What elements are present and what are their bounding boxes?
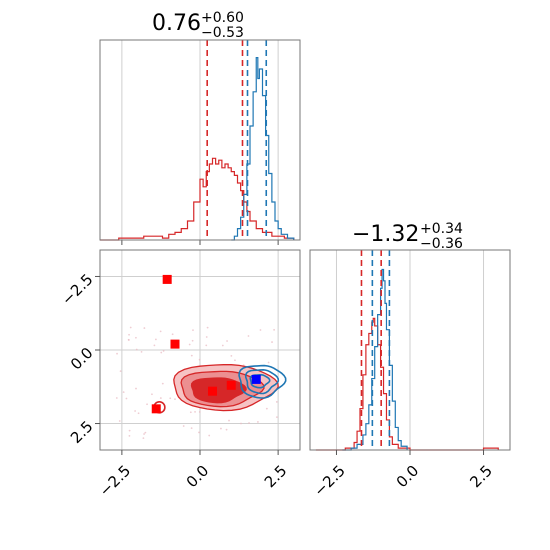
red-square-marker-0 <box>162 274 172 284</box>
scatter-sample-dot <box>140 350 143 353</box>
scatter-sample-dot <box>226 340 228 342</box>
param1-title-value: 0.76 <box>152 11 201 36</box>
scatter-sample-dot <box>206 326 209 329</box>
scatter-sample-dot <box>116 352 118 355</box>
param2-title-value: −1.32 <box>352 222 419 247</box>
scatter-sample-dot <box>128 429 131 432</box>
scatter-sample-dot <box>275 416 278 418</box>
scatter-sample-dot <box>129 326 132 329</box>
scatter-sample-dot <box>115 397 118 399</box>
scatter-ytick-label-1: 0.0 <box>67 344 97 374</box>
scatter-sample-dot <box>220 427 222 430</box>
scatter-sample-dot <box>275 401 278 403</box>
scatter-sample-dot <box>259 329 262 331</box>
histogram-panel-param1: 0.76 +0.60 −0.53 <box>99 10 301 245</box>
scatter-sample-dot <box>144 431 147 434</box>
scatter-sample-dot <box>198 358 201 361</box>
scatter-sample-dot <box>190 427 193 430</box>
blue-contour-middle <box>244 368 280 395</box>
scatter-sample-dot <box>205 344 208 347</box>
param2-title-minus: −0.36 <box>420 236 463 252</box>
scatter-sample-dot <box>248 422 250 424</box>
scatter-sample-dot <box>192 329 194 332</box>
scatter-sample-dot <box>194 410 196 413</box>
scatter-sample-dot <box>119 370 122 373</box>
scatter-sample-dot <box>257 421 259 423</box>
scatter-sample-dot <box>240 422 242 425</box>
scatter-sample-dot <box>267 361 270 364</box>
scatter-sample-dot <box>146 403 148 406</box>
scatter-sample-dot <box>162 350 165 352</box>
scatter-sample-dot <box>198 431 200 434</box>
red-square-marker-2 <box>208 386 217 396</box>
param2-xtick-label-0: −2.5 <box>310 462 348 500</box>
scatter-sample-dot <box>247 335 250 337</box>
scatter-xtick-label-0: −2.5 <box>96 462 134 500</box>
scatter-sample-dot <box>159 397 162 399</box>
blue-contour-outer <box>238 364 287 399</box>
scatter-sample-dot <box>135 387 137 390</box>
param2-blue-histogram <box>342 268 408 451</box>
scatter-sample-dot <box>208 434 211 437</box>
red-square-marker-4 <box>151 404 161 414</box>
scatter-sample-dot <box>128 434 131 437</box>
scatter-sample-dot <box>234 359 236 362</box>
scatter-ytick-label-2: −2.5 <box>58 270 96 308</box>
param1-red-histogram <box>100 157 295 241</box>
scatter-sample-dot <box>191 339 194 342</box>
scatter-sample-dot <box>135 336 137 339</box>
red-square-marker-1 <box>170 339 180 349</box>
scatter-sample-dot <box>153 344 156 347</box>
scatter-sample-dot <box>161 382 164 385</box>
scatter-sample-dot <box>271 341 273 343</box>
scatter-sample-dot <box>142 437 145 440</box>
scatter-sample-dot <box>225 428 228 431</box>
scatter-sample-dot <box>198 411 201 413</box>
histogram-panel-param2: −1.32 +0.34 −0.36 −2.5 0.0 2.5 <box>309 221 511 500</box>
scatter-sample-dot <box>182 425 185 427</box>
scatter-ytick-label-0: 2.5 <box>67 417 97 447</box>
scatter-sample-dot <box>128 333 130 336</box>
scatter-sample-dot <box>228 419 230 422</box>
scatter-xtick-label-1: 0.0 <box>183 462 213 492</box>
blue-square-marker <box>251 374 261 384</box>
scatter-sample-dot <box>174 398 176 401</box>
scatter-sample-dot <box>151 393 153 396</box>
scatter-sample-dot <box>190 354 193 357</box>
scatter-sample-dot <box>273 328 276 331</box>
param1-blue-histogram <box>231 57 295 241</box>
param2-xtick-label-1: 0.0 <box>393 462 423 492</box>
param1-title-plus: +0.60 <box>201 10 244 26</box>
param2-title-plus: +0.34 <box>420 221 463 237</box>
scatter-sample-dot <box>230 354 233 357</box>
scatter-sample-dot <box>134 410 137 412</box>
scatter-sample-dot <box>118 420 121 422</box>
scatter-sample-dot <box>189 411 192 414</box>
scatter-sample-dot <box>171 333 174 336</box>
blue-contour-inner <box>249 374 271 389</box>
scatter-sample-dot <box>265 407 268 410</box>
scatter-sample-dot <box>160 351 163 354</box>
param1-title-minus: −0.53 <box>201 25 244 41</box>
scatter-sample-dot <box>205 336 208 338</box>
scatter-sample-dot <box>221 344 224 347</box>
scatter-sample-dot <box>122 391 125 394</box>
scatter-xtick-label-2: 2.5 <box>261 462 291 492</box>
scatter-sample-dot <box>188 343 191 346</box>
scatter-sample-dot <box>143 433 145 435</box>
param2-red-histogram <box>315 317 499 451</box>
histogram-panel-param1-frame <box>99 39 301 241</box>
red-square-marker-3 <box>226 380 236 390</box>
scatter-sample-dot <box>125 397 128 400</box>
param2-xtick-label-2: 2.5 <box>466 462 496 492</box>
scatter-sample-dot <box>154 338 157 341</box>
scatter-panel: −2.5 0.0 2.5 2.5 0.0 −2.5 <box>58 249 301 500</box>
scatter-sample-dot <box>135 348 138 351</box>
scatter-sample-dot <box>143 327 146 329</box>
scatter-sample-dot <box>169 397 172 400</box>
scatter-sample-dot <box>159 330 162 333</box>
scatter-sample-dot <box>127 338 130 341</box>
scatter-sample-dot <box>137 412 140 415</box>
